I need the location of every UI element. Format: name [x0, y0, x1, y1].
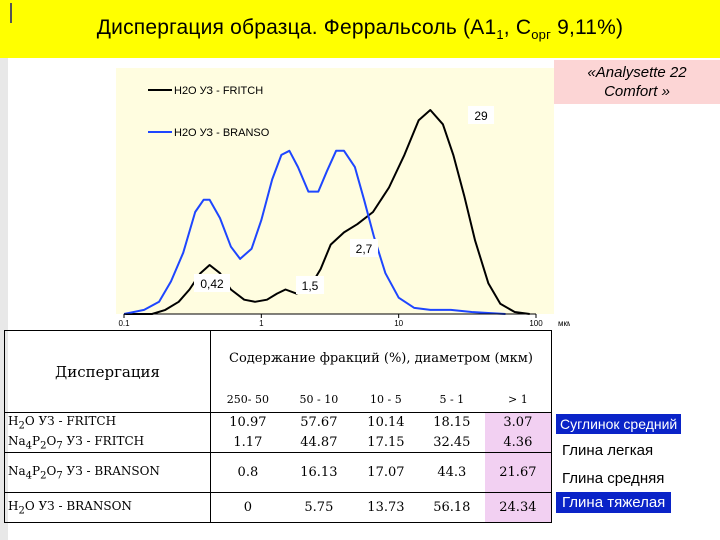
series-line-1 — [123, 149, 506, 315]
table-cell: 4.36 — [484, 432, 552, 453]
x-axis: 0.1 1 10 100 мкм — [118, 313, 570, 328]
x-tick-label: 100 — [529, 319, 543, 328]
column-header: 10 - 5 — [370, 392, 402, 406]
x-unit-label: мкм — [558, 319, 570, 328]
corner-mark — [10, 3, 12, 23]
table-cell: 10.14 — [352, 412, 419, 433]
class-label: Суглинок средний — [556, 414, 682, 434]
table-cell: 3.07 — [484, 412, 552, 433]
table-row: H2O УЗ - BRANSON 0 5.75 13.73 56.18 24.3… — [4, 492, 552, 523]
x-tick-label: 1 — [259, 319, 264, 328]
instrument-label: «Analysette 22 Comfort » — [554, 60, 720, 104]
fraction-table: Диспергация Содержание фракций (%), диам… — [4, 330, 552, 523]
title-end: 9,11%) — [551, 15, 624, 39]
instrument-line1: «Analysette 22 — [587, 64, 687, 81]
table-cell: 17.15 — [367, 434, 405, 450]
annotation-box-0-42 — [194, 274, 230, 292]
row-label: Na4P2O7 УЗ - FRITCH — [4, 432, 211, 453]
class-label: Глина тяжелая — [556, 492, 672, 513]
chart-curves — [123, 109, 530, 315]
table-cell: 21.67 — [484, 452, 552, 493]
table-row: Na4P2O7 УЗ - FRITCH 1.17 44.87 17.15 32.… — [4, 432, 552, 453]
table-cell: 17.07 — [352, 452, 419, 493]
table-cell: 44.87 — [300, 434, 338, 450]
table-row: H2O УЗ - FRITCH 10.97 57.67 10.14 18.15 … — [4, 412, 552, 433]
title-mid: , С — [503, 15, 532, 39]
table-cell: 13.73 — [352, 492, 419, 523]
class-label: Глина средняя — [562, 470, 665, 487]
dispersion-header: Диспергация — [4, 330, 211, 413]
title-main: Диспергация образца. Ферральсоль (А1 — [96, 15, 497, 39]
column-header: 50 - 10 — [299, 392, 339, 406]
table-cell: 32.45 — [433, 434, 471, 450]
row-label: H2O УЗ - BRANSON — [4, 492, 211, 523]
chart-annotations: 29 2,7 0,42 1,5 — [194, 106, 494, 294]
annotation-box-1-5 — [296, 276, 324, 294]
particle-size-chart: H2O УЗ - FRITCH H2O УЗ - BRANSO 29 2,7 0… — [116, 68, 570, 328]
column-header: > 1 — [484, 386, 552, 413]
row-label: H2O УЗ - FRITCH — [4, 412, 211, 433]
column-header: 5 - 1 — [439, 392, 465, 406]
table-cell: 0.8 — [210, 452, 285, 493]
instrument-line2: Comfort » — [604, 83, 670, 100]
table-cell: 0 — [210, 492, 285, 523]
table-cell: 10.97 — [210, 412, 285, 433]
left-stripe — [0, 58, 8, 540]
annotation-box-29 — [468, 106, 494, 124]
annotation-2-7: 2,7 — [356, 242, 373, 256]
table-cell: 1.17 — [233, 434, 263, 450]
series-line-0 — [124, 109, 530, 315]
annotation-29: 29 — [474, 109, 488, 123]
column-header: 250- 50 — [226, 392, 269, 406]
page-title: Диспергация образца. Ферральсоль (А11, С… — [97, 16, 624, 42]
x-tick-label: 0.1 — [118, 319, 130, 328]
title-sub2: орг — [531, 27, 552, 43]
row-label: Na4P2O7 УЗ - BRANSON — [4, 452, 211, 493]
table-cell: 24.34 — [484, 492, 552, 523]
x-tick-label: 10 — [394, 319, 403, 328]
table-cell: 56.18 — [418, 492, 485, 523]
annotation-1-5: 1,5 — [302, 279, 319, 293]
title-sub1: 1 — [496, 27, 504, 43]
table-cell: 44.3 — [418, 452, 485, 493]
class-label: Глина легкая — [562, 442, 654, 459]
annotation-box-2-7 — [350, 239, 378, 257]
chart-legend: H2O УЗ - FRITCH H2O УЗ - BRANSO — [148, 85, 270, 139]
table-row: Na4P2O7 УЗ - BRANSON 0.8 16.13 17.07 44.… — [4, 452, 552, 493]
annotation-0-42: 0,42 — [200, 277, 224, 291]
table-cell: 16.13 — [284, 452, 353, 493]
content-header: Содержание фракций (%), диаметром (мкм) — [210, 330, 552, 387]
title-bar: Диспергация образца. Ферральсоль (А11, С… — [0, 0, 720, 58]
plot-background — [116, 68, 554, 314]
legend-label-fritch: H2O УЗ - FRITCH — [174, 85, 263, 97]
table-cell: 18.15 — [418, 412, 485, 433]
table-cell: 57.67 — [284, 412, 353, 433]
table-cell: 5.75 — [284, 492, 353, 523]
legend-label-branso: H2O УЗ - BRANSO — [174, 127, 270, 139]
